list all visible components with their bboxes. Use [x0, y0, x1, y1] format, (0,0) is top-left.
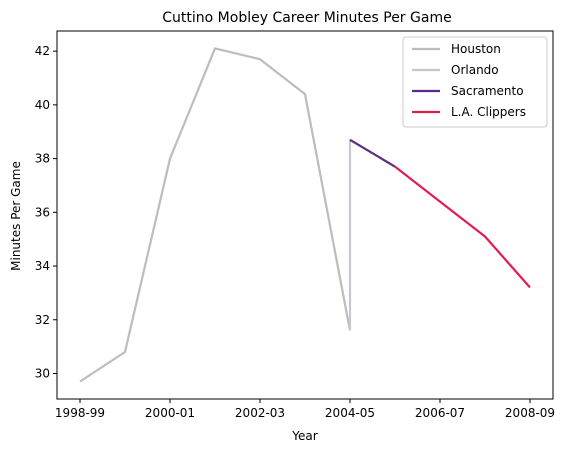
- x-tick-label: 2000-01: [145, 406, 195, 420]
- series-line-0: [79, 47, 352, 383]
- series-line-2: [349, 138, 396, 168]
- y-tick-label: 40: [35, 98, 50, 112]
- y-tick-label: 32: [35, 313, 50, 327]
- legend-label: Orlando: [451, 63, 499, 77]
- legend-box: [402, 36, 548, 128]
- series-line-3: [394, 165, 531, 289]
- x-tick-label: 2004-05: [325, 406, 375, 420]
- x-tick-label: 2006-07: [415, 406, 465, 420]
- series-layer: [79, 47, 531, 383]
- chart-title: Cuttino Mobley Career Minutes Per Game: [162, 10, 451, 26]
- legend: Houston Orlando Sacramento L.A. Clippers: [402, 36, 548, 128]
- y-tick-label: 36: [35, 205, 50, 219]
- x-axis-label: Year: [291, 429, 317, 443]
- legend-label: Houston: [451, 42, 501, 56]
- legend-label: Sacramento: [451, 84, 524, 98]
- x-tick-label: 1998-99: [55, 406, 105, 420]
- y-axis: 30 32 34 36 38 40 42: [35, 44, 57, 380]
- y-tick-label: 42: [35, 44, 50, 58]
- plot-area: [56, 30, 554, 400]
- y-tick-label: 34: [35, 259, 50, 273]
- y-axis-label: Minutes Per Game: [9, 161, 23, 271]
- x-axis: 1998-99 2000-01 2002-03 2004-05 2006-07 2008-…: [55, 399, 555, 420]
- legend-label: L.A. Clippers: [451, 105, 526, 119]
- y-tick-label: 30: [35, 366, 50, 380]
- y-tick-label: 38: [35, 152, 50, 166]
- x-tick-label: 2002-03: [235, 406, 285, 420]
- x-tick-label: 2008-09: [505, 406, 555, 420]
